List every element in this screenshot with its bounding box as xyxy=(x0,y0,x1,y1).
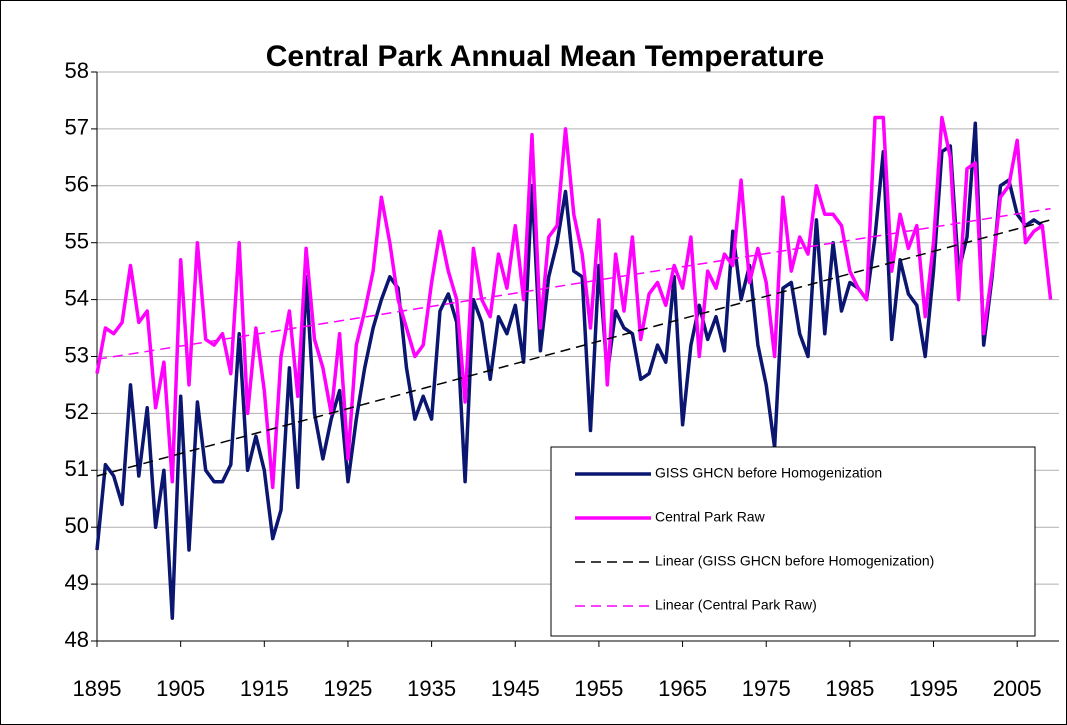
x-tick-label: 1965 xyxy=(658,676,707,701)
legend-box xyxy=(550,446,1036,637)
legend-label: GISS GHCN before Homogenization xyxy=(655,465,882,481)
x-tick-label: 1995 xyxy=(909,676,958,701)
y-tick-label: 55 xyxy=(65,229,89,254)
x-tick-label: 1945 xyxy=(491,676,540,701)
series-line xyxy=(95,121,1044,620)
legend-label: Linear (Central Park Raw) xyxy=(655,597,817,613)
x-tick-label: 1895 xyxy=(73,676,122,701)
x-tick-label: 1955 xyxy=(574,676,623,701)
series-line xyxy=(95,115,1053,490)
y-tick-label: 50 xyxy=(65,513,89,538)
y-tick-label: 56 xyxy=(65,172,89,197)
y-tick-label: 51 xyxy=(65,456,89,481)
x-tick-label: 1925 xyxy=(323,676,372,701)
x-tick-label: 2005 xyxy=(993,676,1042,701)
y-tick-label: 54 xyxy=(65,285,89,310)
trend-line xyxy=(96,219,1051,477)
x-tick-label: 1985 xyxy=(825,676,874,701)
legend-label: Linear (GISS GHCN before Homogenization) xyxy=(655,553,934,569)
y-tick-label: 48 xyxy=(65,627,89,652)
x-tick-label: 1905 xyxy=(156,676,205,701)
y-tick-label: 58 xyxy=(65,58,89,83)
x-tick-label: 1975 xyxy=(742,676,791,701)
y-tick-label: 52 xyxy=(65,399,89,424)
trend-line xyxy=(96,207,1051,361)
y-tick-label: 53 xyxy=(65,342,89,367)
y-tick-label: 57 xyxy=(65,115,89,140)
x-tick-label: 1935 xyxy=(407,676,456,701)
y-tick-label: 49 xyxy=(65,570,89,595)
chart-title: Central Park Annual Mean Temperature xyxy=(266,40,825,73)
x-tick-label: 1915 xyxy=(240,676,289,701)
legend-label: Central Park Raw xyxy=(655,509,766,525)
